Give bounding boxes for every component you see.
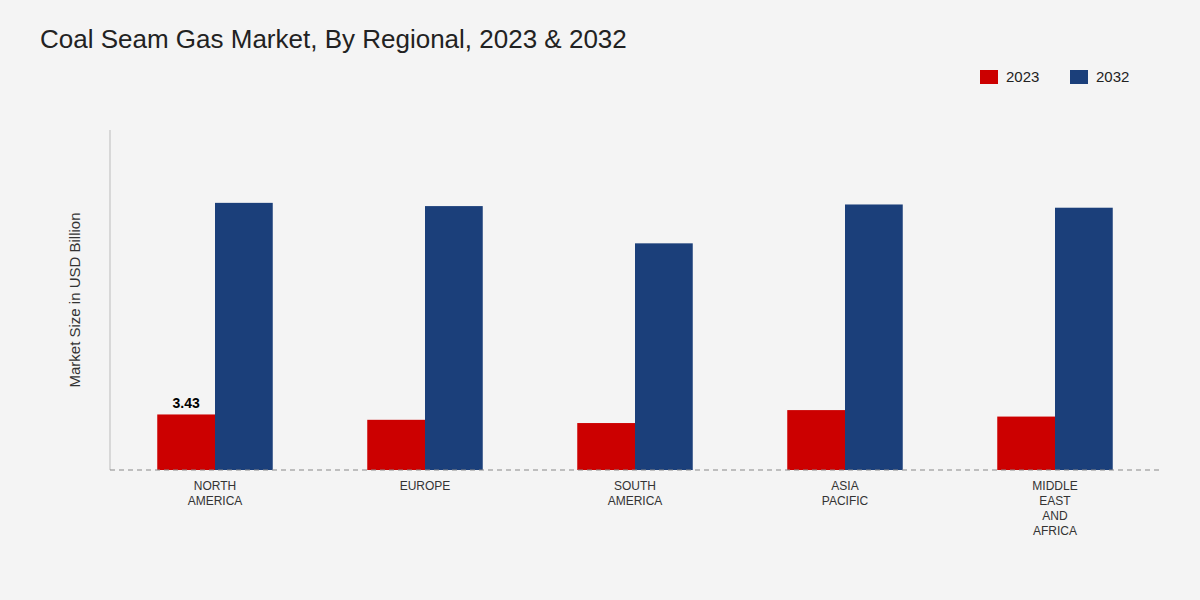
x-tick-label-line: NORTH [194,479,236,493]
x-tick-label-line: SOUTH [614,479,656,493]
x-tick-label-line: ASIA [831,479,858,493]
bar [787,410,845,470]
bar [997,417,1055,470]
x-tick-label-line: EUROPE [400,479,451,493]
x-tick-label-line: AFRICA [1033,524,1077,538]
bar [367,420,425,470]
bar [157,414,215,470]
x-tick-label-line: AMERICA [188,494,243,508]
x-axis-line [110,469,1160,470]
chart-svg: Coal Seam Gas Market, By Regional, 2023 … [0,0,1200,600]
bar [845,204,903,470]
bar [577,423,635,470]
bar [215,203,273,470]
x-tick-label: EUROPE [400,479,451,493]
annotation: 3.43 [173,395,200,411]
x-tick-label: SOUTHAMERICA [608,479,663,508]
legend-swatch [980,70,998,84]
x-tick-label-line: AMERICA [608,494,663,508]
y-axis-line [110,130,111,470]
y-axis-label: Market Size in USD Billion [66,212,83,387]
x-tick-label-line: MIDDLE [1032,479,1077,493]
bar [1055,208,1113,470]
legend-label: 2032 [1096,68,1129,85]
x-tick-label: NORTHAMERICA [188,479,243,508]
chart-container: Coal Seam Gas Market, By Regional, 2023 … [0,0,1200,600]
legend-swatch [1070,70,1088,84]
x-tick-label: ASIAPACIFIC [822,479,869,508]
bar [425,206,483,470]
x-tick-label-line: EAST [1039,494,1071,508]
legend-label: 2023 [1006,68,1039,85]
bar [635,243,693,470]
legend: 2023 2032 [980,68,1129,85]
x-tick-label-line: AND [1042,509,1068,523]
x-tick-label: MIDDLEEASTANDAFRICA [1032,479,1077,538]
x-tick-label-line: PACIFIC [822,494,869,508]
title: Coal Seam Gas Market, By Regional, 2023 … [40,24,627,54]
bars [157,203,1113,470]
